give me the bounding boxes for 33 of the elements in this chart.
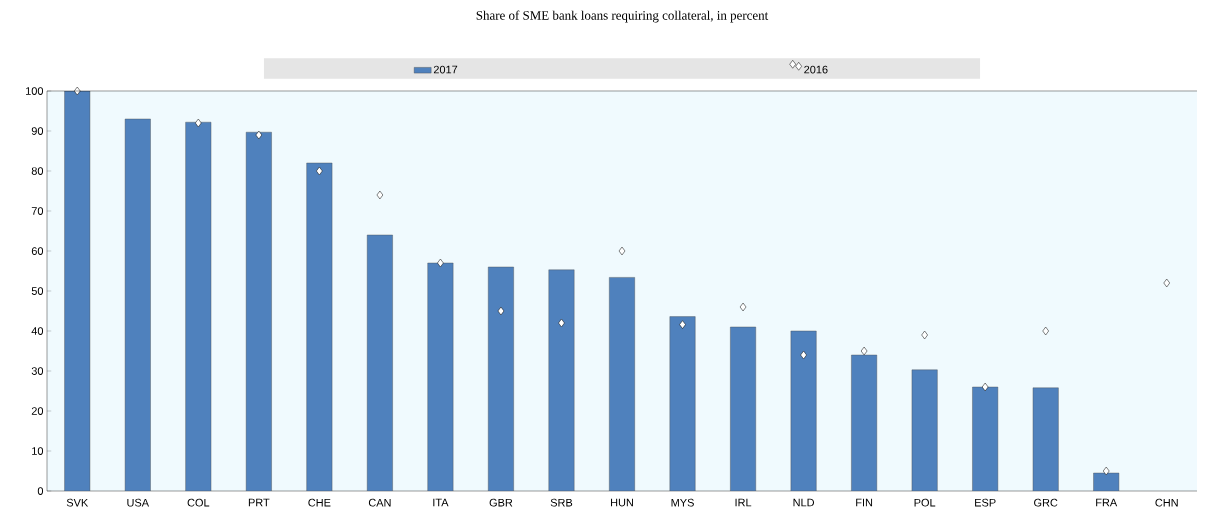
y-tick-label: 30 (31, 367, 44, 375)
x-tick-label: ESP (975, 498, 996, 507)
x-tick-label: NLD (793, 498, 815, 507)
legend-label: 2017 (433, 65, 458, 74)
x-tick-label: ITA (433, 498, 449, 507)
y-tick-label: 20 (31, 407, 44, 415)
y-tick-label: 90 (31, 127, 44, 135)
y-tick-label: 70 (31, 207, 44, 215)
y-tick-label: 80 (31, 167, 44, 175)
y-tick-label: 60 (31, 247, 44, 255)
y-tick-label: 50 (31, 287, 44, 295)
x-tick-label: SRB (550, 498, 573, 507)
x-tick-label: CHN (1155, 498, 1178, 507)
y-tick-label: 100 (26, 87, 44, 95)
x-tick-label: USA (127, 498, 150, 507)
y-tick-label: 40 (31, 327, 44, 335)
x-tick-label: MYS (671, 498, 694, 507)
x-tick-label: HUN (611, 498, 633, 507)
x-tick-label: PRT (248, 498, 270, 507)
y-tick-label: 10 (32, 447, 44, 455)
x-tick-label: CHE (308, 498, 331, 507)
x-tick-label: FRA (1096, 498, 1118, 507)
x-tick-label: POL (914, 498, 936, 507)
legend-label: 2016 (804, 65, 828, 74)
x-tick-label: SVK (66, 498, 89, 507)
x-tick-label: FIN (856, 498, 873, 507)
x-tick-label: GBR (489, 498, 513, 507)
x-tick-label: IRL (735, 498, 752, 507)
x-tick-label: GRC (1034, 498, 1058, 507)
y-tick-label: 0 (37, 487, 44, 495)
chart-title: Share of SME bank loans requiring collateral, in percent (476, 10, 769, 23)
x-tick-label: CAN (368, 498, 391, 507)
x-tick-label: COL (187, 498, 210, 507)
